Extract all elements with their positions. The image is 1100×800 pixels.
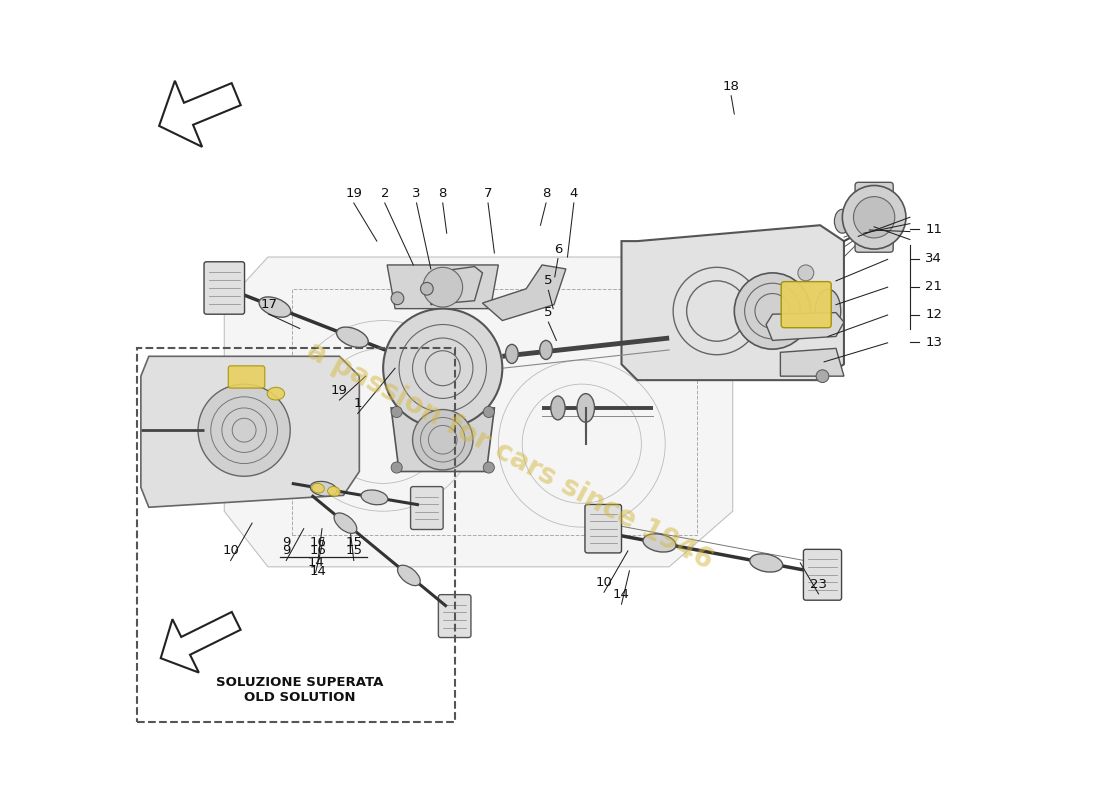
- FancyBboxPatch shape: [855, 182, 893, 252]
- Circle shape: [392, 406, 403, 418]
- Text: 19: 19: [345, 187, 362, 200]
- Text: 14: 14: [307, 556, 324, 570]
- Ellipse shape: [506, 344, 518, 363]
- Circle shape: [420, 282, 433, 295]
- Polygon shape: [224, 257, 733, 567]
- Text: 5: 5: [544, 274, 552, 287]
- Text: 15: 15: [345, 545, 362, 558]
- Ellipse shape: [397, 566, 420, 586]
- Ellipse shape: [578, 394, 594, 422]
- Text: 19: 19: [331, 384, 348, 397]
- Text: 6: 6: [553, 242, 562, 255]
- Circle shape: [843, 186, 906, 249]
- Ellipse shape: [334, 513, 356, 534]
- Polygon shape: [392, 408, 494, 471]
- Polygon shape: [429, 266, 483, 305]
- Text: 2: 2: [381, 187, 389, 200]
- Text: 21: 21: [925, 280, 943, 294]
- Text: 10: 10: [595, 576, 613, 590]
- Text: 23: 23: [810, 578, 827, 591]
- Ellipse shape: [551, 396, 565, 420]
- Circle shape: [854, 197, 894, 238]
- Text: 16: 16: [309, 537, 327, 550]
- Text: 8: 8: [439, 187, 447, 200]
- Circle shape: [198, 384, 290, 476]
- Ellipse shape: [337, 327, 368, 347]
- Ellipse shape: [835, 210, 850, 233]
- Text: 16: 16: [309, 545, 327, 558]
- Circle shape: [483, 406, 494, 418]
- Circle shape: [392, 292, 404, 305]
- Polygon shape: [387, 265, 498, 309]
- Text: 3: 3: [412, 187, 421, 200]
- Text: 1: 1: [353, 398, 362, 410]
- Polygon shape: [766, 313, 844, 341]
- Ellipse shape: [540, 341, 552, 359]
- Ellipse shape: [310, 482, 337, 496]
- Polygon shape: [483, 265, 565, 321]
- Circle shape: [483, 462, 494, 473]
- Text: 15: 15: [345, 537, 362, 550]
- Polygon shape: [780, 348, 844, 376]
- Polygon shape: [621, 226, 844, 380]
- Circle shape: [422, 267, 463, 307]
- Ellipse shape: [750, 554, 783, 572]
- FancyBboxPatch shape: [803, 550, 842, 600]
- Ellipse shape: [328, 486, 340, 496]
- Text: 13: 13: [925, 336, 943, 349]
- Text: SOLUZIONE SUPERATA
OLD SOLUTION: SOLUZIONE SUPERATA OLD SOLUTION: [216, 676, 384, 704]
- Text: 12: 12: [925, 308, 943, 321]
- Text: 9: 9: [282, 545, 290, 558]
- Circle shape: [735, 273, 811, 349]
- Text: 17: 17: [261, 298, 277, 311]
- Circle shape: [392, 462, 403, 473]
- Polygon shape: [161, 612, 241, 673]
- FancyBboxPatch shape: [781, 282, 832, 328]
- FancyBboxPatch shape: [439, 594, 471, 638]
- Text: 8: 8: [542, 187, 550, 200]
- FancyBboxPatch shape: [585, 505, 622, 553]
- Text: 11: 11: [925, 222, 943, 236]
- Ellipse shape: [267, 387, 285, 400]
- Text: 14: 14: [309, 565, 327, 578]
- FancyBboxPatch shape: [185, 407, 220, 454]
- Circle shape: [816, 370, 829, 382]
- Text: 14: 14: [613, 588, 630, 601]
- Ellipse shape: [815, 289, 840, 333]
- Text: 7: 7: [484, 187, 493, 200]
- Ellipse shape: [311, 483, 324, 493]
- FancyBboxPatch shape: [204, 262, 244, 314]
- Circle shape: [383, 309, 503, 428]
- Ellipse shape: [361, 490, 388, 505]
- Text: 10: 10: [222, 545, 239, 558]
- Text: 34: 34: [925, 253, 943, 266]
- Polygon shape: [160, 81, 241, 147]
- Text: 18: 18: [723, 80, 739, 93]
- FancyBboxPatch shape: [410, 486, 443, 530]
- Text: a passion for cars since 1946: a passion for cars since 1946: [302, 336, 718, 575]
- Text: 4: 4: [570, 187, 578, 200]
- Ellipse shape: [644, 534, 676, 552]
- Text: 5: 5: [544, 306, 552, 319]
- FancyBboxPatch shape: [229, 366, 265, 388]
- Circle shape: [412, 410, 473, 470]
- Circle shape: [798, 265, 814, 281]
- Text: 9: 9: [282, 537, 290, 550]
- Polygon shape: [141, 356, 360, 507]
- Ellipse shape: [260, 297, 290, 317]
